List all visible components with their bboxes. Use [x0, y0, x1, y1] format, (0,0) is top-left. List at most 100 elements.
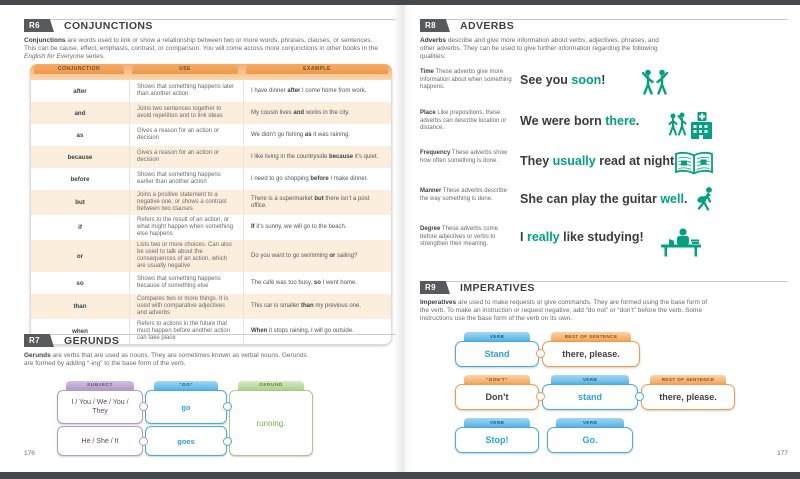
use-cell: Gives a reason for an action or decision	[129, 146, 243, 168]
imperative-row-negative: “DON’T” Don’t VERB stand REST OF SENTENC…	[455, 375, 735, 412]
column-header-conjunction: CONJUNCTION	[34, 64, 124, 74]
imperatives-intro: Imperatives are used to make requests or…	[420, 299, 708, 322]
adverbs-intro: Adverbs describe and give more informati…	[420, 37, 659, 60]
table-row: or Lists two or more choices. Can also b…	[31, 240, 391, 272]
dont-box: “DON’T” Don’t	[455, 375, 539, 410]
conjunction-cell: because	[67, 153, 93, 161]
go-column: “GO” go goes	[145, 381, 227, 456]
gerund-piece: running.	[229, 390, 313, 456]
section-title-imperatives: IMPERATIVES	[460, 282, 535, 294]
book-edge-top	[0, 0, 800, 5]
adverb-entry-manner: Manner These adverbs describe the way so…	[420, 186, 788, 224]
accent-word: usually	[552, 154, 596, 168]
conjunctions-intro: Conjunctions are words used to link or s…	[24, 37, 378, 60]
conjunction-cell: after	[73, 87, 87, 95]
studying-desk-icon	[660, 226, 702, 262]
use-cell: Refers to actions in the future that mus…	[129, 319, 243, 344]
conjunction-cell: as	[76, 131, 84, 139]
use-cell: Gives a reason for an action or decision	[129, 124, 243, 146]
verb-tab: VERB	[464, 332, 530, 341]
verb-tab: VERB	[551, 375, 629, 384]
adverb-type-label: Time	[420, 69, 434, 75]
example-cell: This car is smaller than my previous one…	[243, 294, 391, 319]
intro-keyword: Imperatives	[420, 299, 457, 306]
verb-box: VERB stand	[542, 375, 638, 410]
example-cell: We didn’t go fishing as it was raining.	[243, 124, 391, 146]
book-edge-bottom	[0, 472, 800, 479]
example-cell: Do you want to go swimming or sailing?	[243, 240, 391, 272]
table-row: before Shows that something happens earl…	[31, 168, 391, 190]
page-number-right: 177	[777, 450, 788, 457]
gerund-column-tab: GERUND	[238, 381, 304, 390]
rest-of-sentence-tab: REST OF SENTENCE	[650, 375, 726, 384]
open-book-icon	[674, 151, 714, 182]
table-row: but Joins a positive statement to a nega…	[31, 190, 391, 215]
example-cell: I have dinner after I come home from wor…	[243, 80, 391, 102]
table-row: as Gives a reason for an action or decis…	[31, 124, 391, 146]
conjunction-cell: so	[76, 279, 84, 287]
example-sentence: She can play the guitar well.	[520, 192, 688, 206]
use-cell: Compares two or more things. It is used …	[129, 294, 243, 319]
section-rule	[24, 19, 396, 20]
subject-piece-2: He / She / It	[57, 426, 143, 456]
rest-of-sentence-box: REST OF SENTENCE there, please.	[542, 332, 640, 367]
use-cell: Shows that something happens because of …	[129, 272, 243, 294]
guitar-player-icon	[693, 186, 716, 222]
people-hospital-icon	[668, 110, 714, 145]
puzzle-connector	[536, 392, 545, 401]
puzzle-connector	[139, 402, 148, 411]
example-cell: If it’s sunny, we will go to the beach.	[243, 215, 391, 240]
use-cell: Shows that something happens later than …	[129, 80, 243, 102]
conjunction-cell: but	[75, 199, 85, 206]
page-number-left: 176	[24, 450, 35, 457]
intro-keyword: Adverbs	[420, 37, 447, 44]
table-body: after Shows that something happens later…	[30, 80, 392, 345]
section-tag-r8: R8	[420, 19, 450, 32]
section-title-conjunctions: CONJUNCTIONS	[64, 20, 153, 32]
puzzle-connector	[536, 349, 545, 358]
intro-keyword: Conjunctions	[24, 37, 66, 44]
example-cell: The café was too busy, so I went home.	[243, 272, 391, 294]
conjunctions-table: CONJUNCTION USE EXAMPLE after Shows that…	[30, 64, 392, 345]
goes-piece: goes	[145, 426, 227, 456]
verb-box: VERB Stand	[455, 332, 539, 367]
gerund-puzzle-diagram: SUBJECT I / You / We / You / They He / S…	[57, 381, 315, 459]
adverb-entry-degree: Degree These adverbs come before adjecti…	[420, 224, 788, 262]
use-cell: Joins a positive statement to a negative…	[129, 190, 243, 215]
adverb-type-label: Degree	[420, 226, 441, 232]
example-cell: My cousin lives and works in the city.	[243, 102, 391, 124]
puzzle-connector	[635, 392, 644, 401]
verb-tab: VERB	[464, 418, 530, 427]
intro-keyword: Gerunds	[24, 352, 51, 359]
example-sentence: We were born there.	[520, 114, 640, 128]
table-row: and Joins two sentences together to avoi…	[31, 102, 391, 124]
section-tag-r9: R9	[420, 281, 450, 294]
section-rule	[420, 281, 788, 282]
use-cell: Joins two sentences together to avoid re…	[129, 102, 243, 124]
section-tag-r7: R7	[24, 334, 54, 347]
table-row: when Refers to actions in the future tha…	[31, 319, 391, 344]
section-title-gerunds: GERUNDS	[64, 335, 120, 347]
section-rule	[420, 19, 788, 20]
verb-box: VERB Go.	[547, 418, 633, 453]
section-tag-r6: R6	[24, 19, 54, 32]
use-cell: Shows that something happens earlier tha…	[129, 168, 243, 190]
conjunction-cell: before	[70, 175, 90, 183]
puzzle-connector	[223, 437, 232, 446]
series-name: English for Everyone	[24, 53, 84, 60]
subject-column: SUBJECT I / You / We / You / They He / S…	[57, 381, 143, 456]
dont-tab: “DON’T”	[464, 375, 530, 384]
conjunction-cell: or	[76, 252, 84, 260]
example-cell: I like living in the countryside because…	[243, 146, 391, 168]
rest-of-sentence-tab: REST OF SENTENCE	[551, 332, 631, 341]
table-row: so Shows that something happens because …	[31, 272, 391, 294]
adverb-type-label: Manner	[420, 188, 442, 194]
imperative-row-positive: VERB Stand REST OF SENTENCE there, pleas…	[455, 332, 645, 369]
table-header: CONJUNCTION USE EXAMPLE	[30, 64, 392, 80]
page-left: R6 CONJUNCTIONS Conjunctions are words u…	[24, 5, 396, 472]
column-header-use: USE	[132, 64, 238, 74]
accent-word: there	[605, 114, 636, 128]
table-row: after Shows that something happens later…	[31, 80, 391, 102]
subject-piece-1: I / You / We / You / They	[57, 390, 143, 424]
example-cell: I need to go shopping before I make dinn…	[243, 168, 391, 190]
